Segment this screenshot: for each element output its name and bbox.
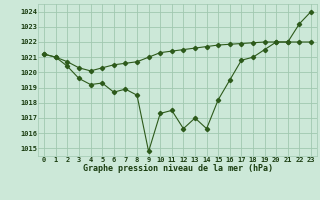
X-axis label: Graphe pression niveau de la mer (hPa): Graphe pression niveau de la mer (hPa)	[83, 164, 273, 173]
